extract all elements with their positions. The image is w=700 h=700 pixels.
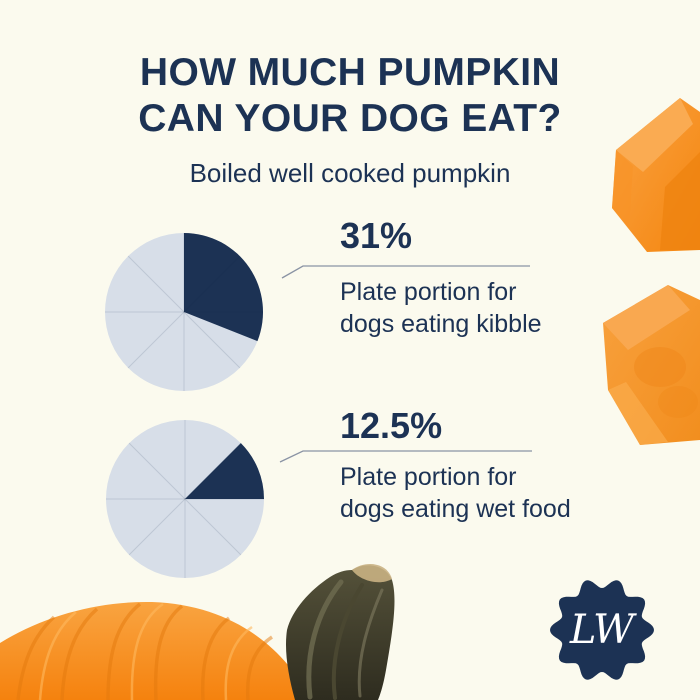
pie-chart-kibble (105, 233, 263, 391)
stat-label-wet-food: Plate portion for dogs eating wet food (340, 463, 571, 523)
logo-badge-shape (550, 580, 654, 680)
page-title: HOW MUCH PUMPKIN CAN YOUR DOG EAT? (0, 50, 700, 142)
logo-initials: LW (569, 607, 637, 653)
pumpkin-cube-photo-middle (603, 285, 700, 445)
pumpkin-cube-photo-top (612, 98, 700, 252)
pumpkin-body (0, 601, 308, 700)
pie-chart-wet-food (106, 420, 264, 578)
page-title-line1: HOW MUCH PUMPKIN (139, 51, 561, 94)
page-title-line2: CAN YOUR DOG EAT? (138, 97, 562, 140)
page-subtitle: Boiled well cooked pumpkin (189, 158, 511, 188)
stat-label-kibble: Plate portion for dogs eating kibble (340, 278, 542, 338)
pumpkin-photo-bottom (0, 563, 395, 700)
stat-value-kibble: 31% (340, 215, 413, 256)
stat-value-wet-food: 12.5% (340, 405, 443, 446)
logo-badge: LW (550, 580, 654, 680)
